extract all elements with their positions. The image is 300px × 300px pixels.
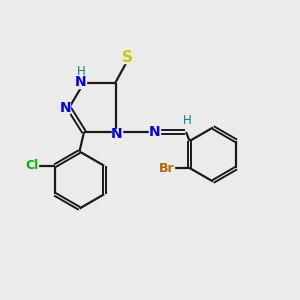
- Bar: [158, 163, 174, 173]
- Text: N: N: [111, 127, 123, 140]
- Bar: [24, 161, 38, 170]
- Text: Cl: Cl: [25, 159, 38, 172]
- Text: Br: Br: [158, 161, 174, 175]
- Text: N: N: [60, 101, 71, 115]
- Text: S: S: [122, 50, 132, 65]
- Text: N: N: [149, 125, 160, 139]
- Bar: [61, 103, 70, 113]
- Bar: [76, 77, 86, 88]
- Bar: [122, 53, 132, 63]
- Bar: [112, 129, 122, 138]
- Text: H: H: [183, 114, 192, 127]
- Bar: [149, 127, 160, 137]
- Text: N: N: [75, 76, 87, 89]
- Text: H: H: [76, 64, 85, 78]
